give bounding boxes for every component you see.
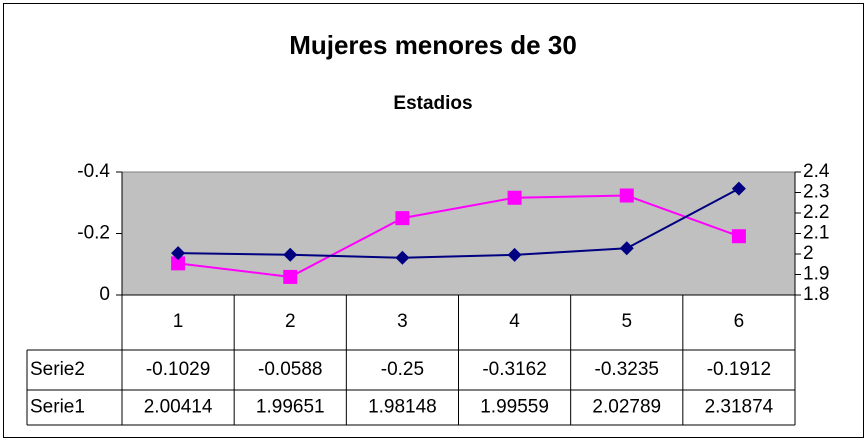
x-tick-label: 2 bbox=[285, 311, 296, 332]
table-value: -0.1912 bbox=[707, 359, 771, 380]
table-value: -0.3162 bbox=[482, 359, 546, 380]
plot-area bbox=[121, 171, 796, 296]
table-value: 1.99651 bbox=[256, 397, 325, 418]
marker bbox=[507, 247, 522, 262]
table-value: 1.99559 bbox=[480, 397, 549, 418]
marker bbox=[619, 241, 634, 256]
table-value: 1.98148 bbox=[368, 397, 437, 418]
table-value: -0.0588 bbox=[258, 359, 322, 380]
table-value: 2.31874 bbox=[705, 397, 774, 418]
y-tick-label: 0 bbox=[99, 284, 110, 305]
marker bbox=[731, 229, 746, 244]
marker bbox=[283, 247, 298, 262]
y2-tick-label: 2.1 bbox=[803, 223, 829, 244]
series-line bbox=[178, 187, 740, 259]
legend-label: Serie1 bbox=[30, 397, 85, 418]
table-value: 2.00414 bbox=[144, 397, 213, 418]
y2-tick-label: 2 bbox=[803, 243, 814, 264]
marker bbox=[283, 269, 298, 284]
x-tick-label: 4 bbox=[509, 311, 520, 332]
table-value: 2.02789 bbox=[592, 397, 661, 418]
chart-title: Mujeres menores de 30 bbox=[289, 30, 577, 60]
marker bbox=[731, 181, 746, 196]
marker bbox=[395, 211, 410, 226]
y2-tick-label: 2.4 bbox=[803, 161, 830, 182]
y-tick-label: -0.4 bbox=[77, 161, 110, 182]
y2-tick-label: 1.9 bbox=[803, 264, 829, 285]
marker bbox=[395, 250, 410, 265]
marker bbox=[171, 246, 186, 261]
y-tick-label: -0.2 bbox=[77, 223, 110, 244]
x-tick-label: 3 bbox=[397, 311, 408, 332]
marker bbox=[619, 188, 634, 203]
series-line bbox=[177, 194, 740, 278]
x-tick-label: 1 bbox=[173, 311, 184, 332]
y2-tick-label: 2.2 bbox=[803, 202, 829, 223]
table-value: -0.3235 bbox=[595, 359, 659, 380]
y2-tick-label: 1.8 bbox=[803, 284, 829, 305]
marker bbox=[507, 190, 522, 205]
y2-tick-label: 2.3 bbox=[803, 182, 829, 203]
table-value: -0.1029 bbox=[146, 359, 210, 380]
x-tick-label: 5 bbox=[621, 311, 632, 332]
x-tick-label: 6 bbox=[734, 311, 745, 332]
marker bbox=[171, 256, 186, 271]
legend-label: Serie2 bbox=[30, 359, 85, 380]
table-value: -0.25 bbox=[381, 359, 424, 380]
chart-subtitle: Estadios bbox=[393, 93, 472, 114]
